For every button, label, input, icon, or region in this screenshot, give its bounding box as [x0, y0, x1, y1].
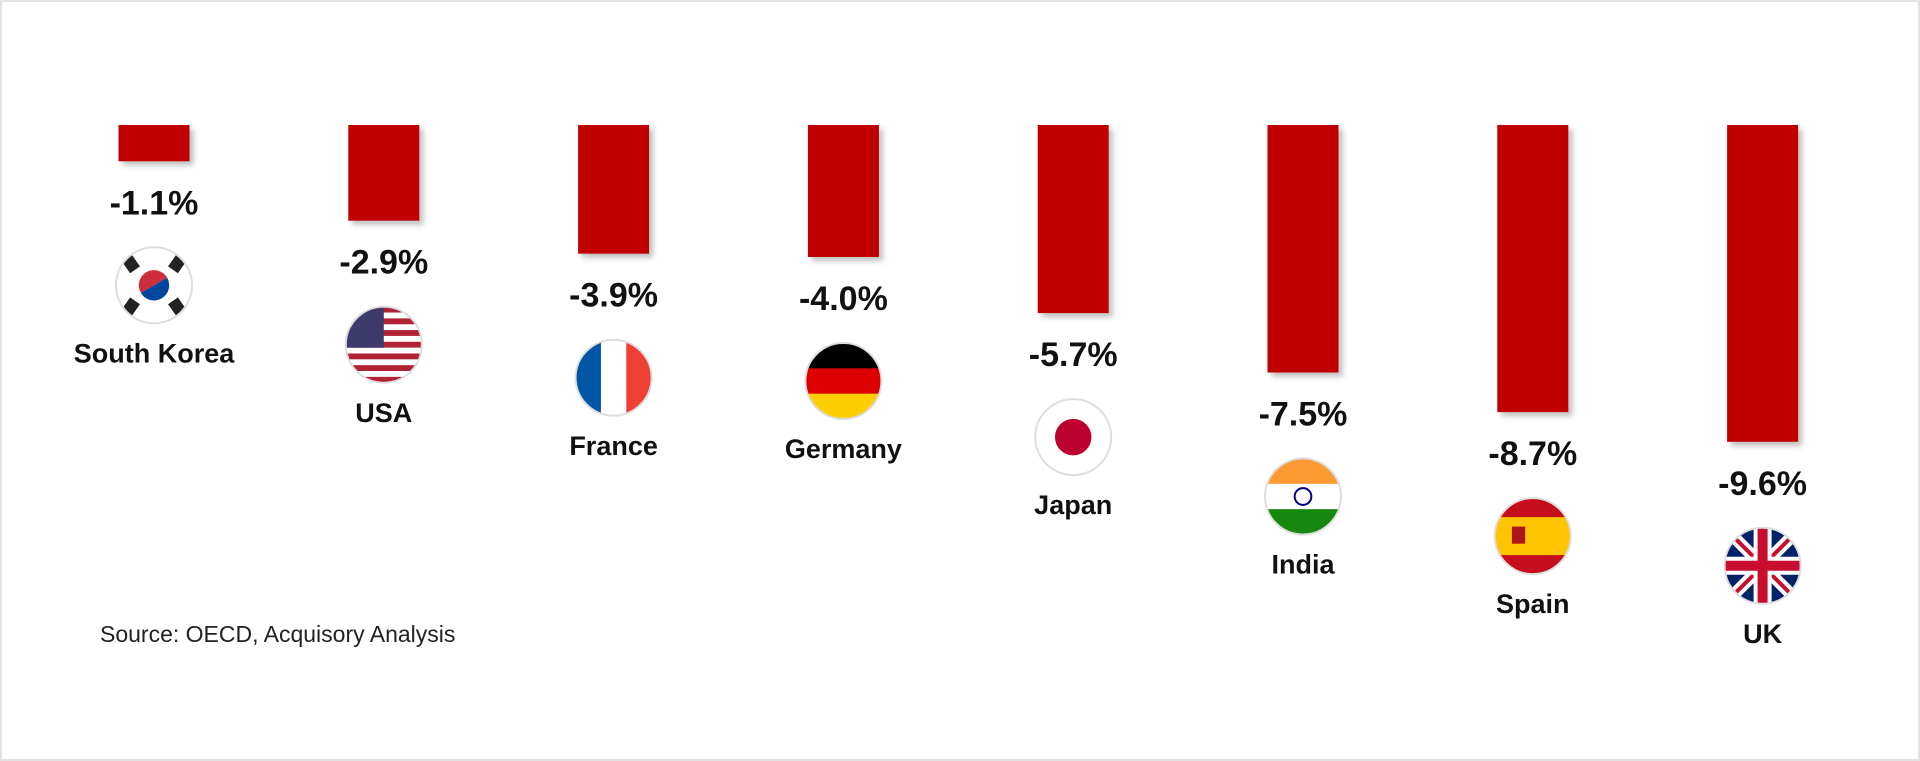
source-note: Source: OECD, Acquisory Analysis [100, 621, 455, 647]
value-label: -2.9% [339, 244, 428, 282]
category-label: France [569, 431, 658, 461]
flag [1724, 527, 1801, 604]
category-label: South Korea [74, 338, 235, 368]
flag-rim [574, 338, 653, 417]
value-label: -3.9% [569, 277, 658, 315]
flag-rim [1034, 398, 1113, 477]
bar [807, 125, 879, 257]
bar [578, 125, 650, 254]
category-label: Spain [1496, 589, 1570, 619]
value-label: -7.5% [1259, 395, 1348, 433]
flag [1494, 498, 1571, 575]
flag-part [600, 339, 627, 416]
category-label: USA [355, 398, 412, 428]
value-label: -1.1% [110, 184, 199, 222]
flag-part [345, 359, 422, 366]
flag-part [1494, 517, 1571, 556]
flag-part [345, 371, 422, 378]
flag-rim [1493, 497, 1572, 576]
flag-rim [804, 342, 883, 420]
value-label: -9.6% [1718, 465, 1807, 503]
bar [348, 125, 420, 221]
flag-part [345, 353, 422, 360]
flag-part [1054, 418, 1092, 456]
bar [1037, 125, 1109, 314]
flag-part [1724, 527, 1801, 604]
flag-rim [1264, 457, 1342, 536]
bar [1727, 125, 1799, 442]
flag [1035, 399, 1112, 476]
flag-rim [344, 305, 423, 384]
category-label: Japan [1034, 490, 1112, 520]
flag-part [345, 347, 422, 354]
flag-part [140, 277, 170, 301]
value-label: -8.7% [1488, 435, 1577, 473]
category-label: UK [1743, 619, 1782, 649]
flag-part [345, 376, 422, 383]
flag [345, 306, 422, 383]
flag-rim [1723, 526, 1802, 605]
bar [1267, 125, 1339, 373]
bar [1497, 125, 1569, 413]
value-label: -4.0% [799, 280, 888, 318]
flag-part [1511, 526, 1526, 544]
bar [118, 125, 190, 162]
flag-part [1293, 487, 1313, 506]
flag-part [138, 270, 168, 293]
flag-part [805, 368, 882, 395]
flag-rim [115, 246, 193, 325]
value-label: -5.7% [1029, 336, 1118, 374]
category-label: Germany [785, 434, 902, 464]
flag-part [345, 365, 422, 372]
category-label: India [1271, 550, 1335, 580]
